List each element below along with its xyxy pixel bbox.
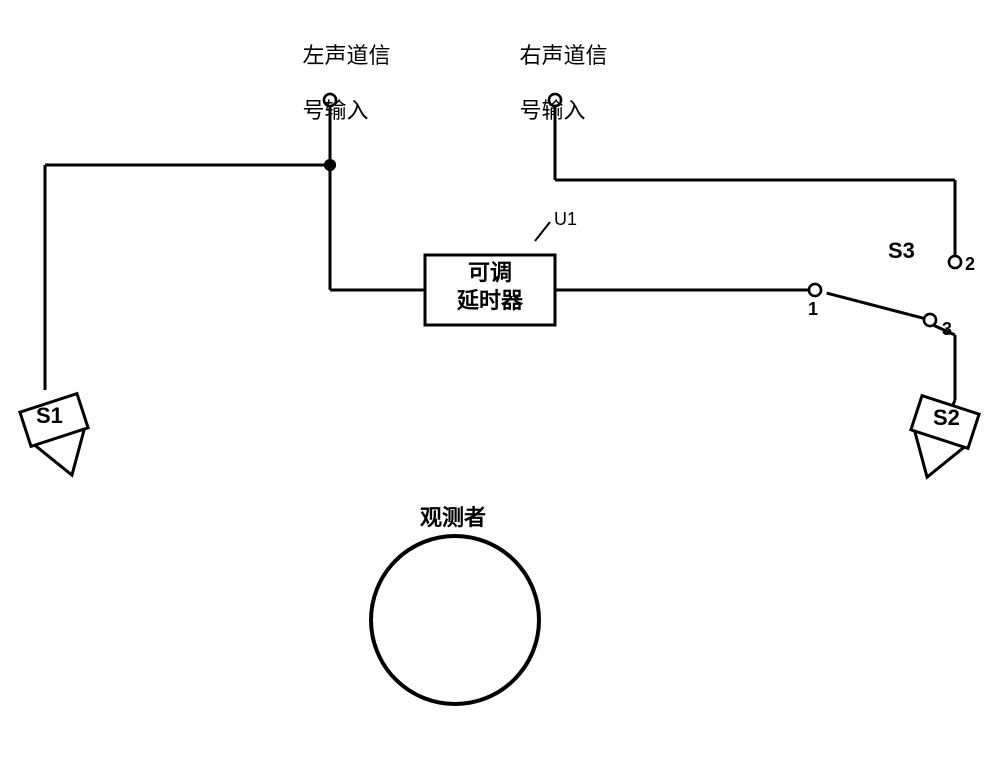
right-input-line1: 右声道信 [519, 43, 607, 68]
left-input-line1: 左声道信 [302, 43, 390, 68]
delay-box-label: 可调 延时器 [425, 259, 555, 314]
delay-line1: 可调 [468, 260, 512, 285]
switch-terminal-1-label: 1 [808, 298, 818, 321]
diagram-canvas: 左声道信 号输入 右声道信 号输入 观测者 可调 延时器 U1 S1 S2 S3… [0, 0, 1000, 758]
s3-label: S3 [888, 237, 915, 265]
observer-label: 观测者 [420, 504, 486, 532]
left-input-label: 左声道信 号输入 [278, 14, 390, 152]
left-input-line2: 号输入 [302, 98, 368, 123]
delay-line2: 延时器 [457, 288, 523, 313]
right-input-label: 右声道信 号输入 [495, 14, 607, 152]
switch-terminal-2-label: 2 [965, 253, 975, 276]
s2-label: S2 [933, 404, 960, 432]
u1-label: U1 [554, 208, 577, 231]
right-input-line2: 号输入 [519, 98, 585, 123]
switch-terminal-3-label: 3 [942, 318, 952, 341]
s1-label: S1 [36, 402, 63, 430]
